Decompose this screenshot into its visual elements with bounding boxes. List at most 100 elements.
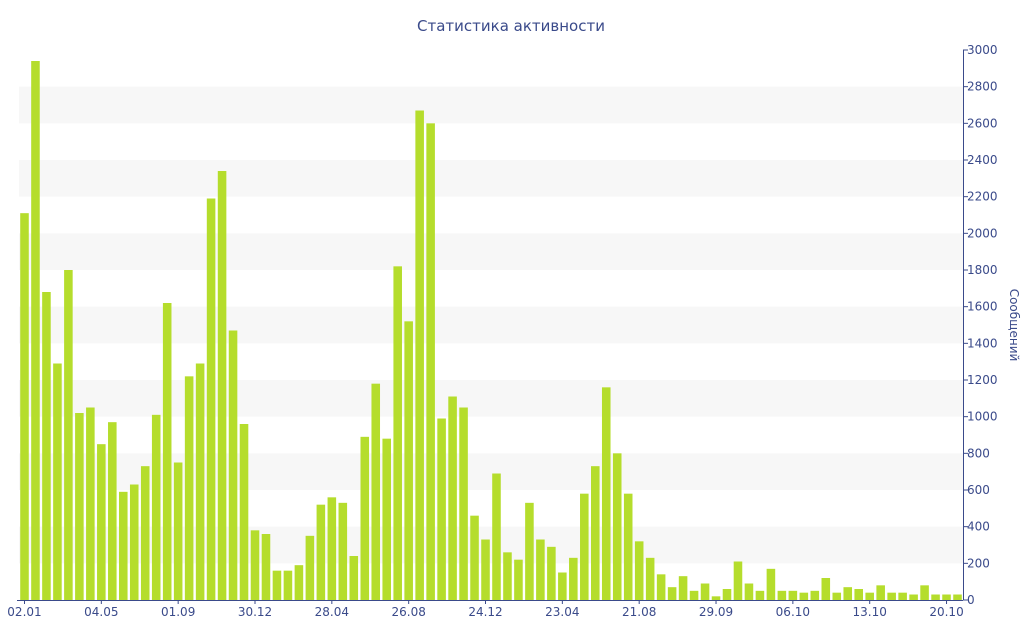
- bar: [854, 589, 863, 600]
- grid-band: [19, 160, 963, 197]
- bar: [645, 557, 655, 600]
- bar: [689, 590, 699, 600]
- bar: [272, 570, 282, 600]
- x-tick-label: 30.12: [238, 605, 272, 619]
- bar: [228, 330, 238, 600]
- x-tick-label: 06.10: [776, 605, 810, 619]
- bar: [53, 363, 62, 600]
- bar: [283, 570, 293, 600]
- bar: [777, 590, 787, 600]
- y-tick-label: 2600: [967, 116, 998, 130]
- y-tick-label: 2800: [967, 80, 998, 94]
- bars-group: [20, 61, 962, 601]
- chart-title: Статистика активности: [417, 17, 605, 35]
- bar: [656, 574, 666, 600]
- y-axis-title: Сообщений: [1007, 289, 1021, 362]
- x-tick-label: 24.12: [468, 605, 502, 619]
- bar: [821, 578, 831, 600]
- x-tick-label: 20.10: [929, 605, 963, 619]
- y-tick-label: 0: [967, 593, 975, 607]
- x-tick-label: 04.05: [84, 605, 118, 619]
- x-tick-label: 28.04: [315, 605, 349, 619]
- bar: [184, 376, 194, 600]
- bar: [371, 383, 381, 600]
- bar: [294, 565, 304, 600]
- bar: [843, 587, 853, 600]
- bar: [173, 462, 183, 600]
- grid-band: [19, 86, 963, 124]
- x-tick-label: 02.01: [7, 605, 41, 619]
- bar: [623, 493, 633, 600]
- bar: [865, 592, 874, 600]
- bar: [75, 413, 84, 600]
- bar: [525, 502, 534, 600]
- bar: [31, 61, 40, 600]
- bar: [470, 515, 479, 600]
- bar: [920, 585, 929, 600]
- y-tick-label: 600: [967, 483, 990, 497]
- bar: [810, 590, 820, 600]
- bar: [404, 321, 413, 600]
- grid-band: [19, 306, 963, 344]
- y-tick-label: 400: [967, 520, 990, 534]
- bar: [459, 407, 468, 600]
- bar: [536, 539, 545, 600]
- bar: [558, 572, 567, 600]
- bar: [261, 534, 271, 600]
- bar: [876, 585, 885, 600]
- bar: [42, 292, 51, 600]
- bar: [580, 493, 589, 600]
- bar: [887, 592, 896, 600]
- bar: [360, 436, 370, 600]
- bar: [766, 568, 776, 600]
- bar: [140, 466, 150, 600]
- bar: [612, 453, 622, 600]
- y-tick-label: 1800: [967, 263, 998, 277]
- bar: [119, 491, 128, 600]
- grid-band: [19, 380, 963, 417]
- bar: [678, 576, 688, 600]
- x-tick-label: 21.08: [622, 605, 656, 619]
- bar: [788, 590, 798, 600]
- bar: [206, 198, 216, 600]
- bar: [569, 557, 578, 600]
- bar: [601, 387, 611, 600]
- bar: [162, 303, 172, 600]
- grid-band: [19, 233, 963, 270]
- y-tick-label: 1200: [967, 373, 998, 387]
- grid-band: [19, 453, 963, 490]
- y-tick-label: 1600: [967, 300, 998, 314]
- bar: [327, 497, 337, 600]
- bar: [722, 589, 732, 600]
- bar: [129, 484, 139, 600]
- x-tick-label: 23.04: [545, 605, 579, 619]
- y-tick-label: 1000: [967, 410, 998, 424]
- y-tick-label: 200: [967, 556, 990, 570]
- bar: [942, 594, 951, 600]
- bar: [799, 592, 809, 600]
- bar: [338, 502, 348, 600]
- bar: [700, 583, 710, 600]
- bar: [97, 444, 106, 600]
- bar: [744, 583, 754, 600]
- bar: [415, 110, 424, 600]
- bar: [547, 546, 556, 600]
- bar: [239, 424, 249, 600]
- y-tick-label: 800: [967, 446, 990, 460]
- bar: [448, 396, 457, 600]
- bar: [20, 213, 29, 601]
- bar: [382, 438, 391, 600]
- bar: [108, 422, 117, 600]
- y-tick-label: 2000: [967, 226, 998, 240]
- bar: [195, 363, 205, 600]
- bar: [755, 590, 765, 600]
- bar: [316, 504, 326, 600]
- bar: [349, 556, 359, 600]
- grid-bands: [19, 86, 963, 564]
- x-tick-label: 29.09: [699, 605, 733, 619]
- y-tick-label: 2400: [967, 153, 998, 167]
- bar: [591, 466, 600, 600]
- bar: [437, 418, 446, 600]
- y-tick-label: 1400: [967, 336, 998, 350]
